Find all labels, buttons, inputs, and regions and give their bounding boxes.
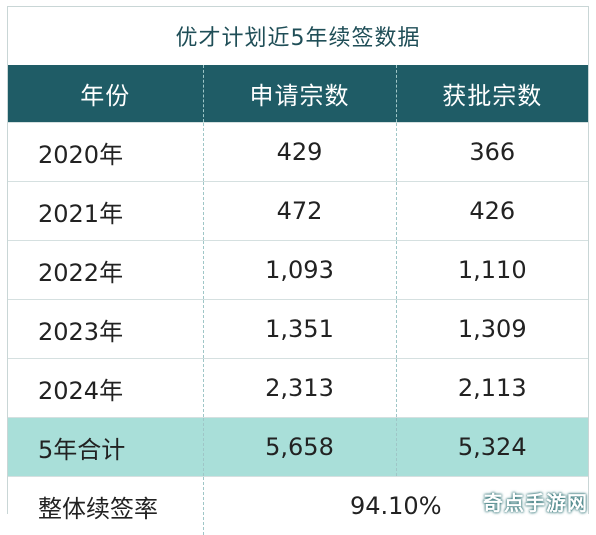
approved-cell: 2,113 <box>396 359 588 418</box>
approved-cell: 1,309 <box>396 300 588 359</box>
applied-cell: 1,351 <box>203 300 396 359</box>
site-watermark: 奇点手游网 <box>483 487 588 516</box>
approved-cell: 1,110 <box>396 241 588 300</box>
approved-cell: 366 <box>396 123 588 182</box>
applied-cell: 2,313 <box>203 359 396 418</box>
header-year: 年份 <box>8 65 203 123</box>
table-row: 2021年 472 426 <box>8 182 588 241</box>
year-cell: 2024年 <box>8 359 203 418</box>
header-applied: 申请宗数 <box>203 65 396 123</box>
applied-cell: 1,093 <box>203 241 396 300</box>
table-title: 优才计划近5年续签数据 <box>8 7 588 65</box>
table-row: 2020年 429 366 <box>8 123 588 182</box>
data-table-card: 优才计划近5年续签数据 年份 申请宗数 获批宗数 2020年 429 366 2… <box>7 6 589 514</box>
approved-cell: 426 <box>396 182 588 241</box>
rate-label: 整体续签率 <box>8 477 203 535</box>
total-row: 5年合计 5,658 5,324 <box>8 418 588 477</box>
applied-cell: 429 <box>203 123 396 182</box>
year-cell: 2023年 <box>8 300 203 359</box>
renewal-data-table: 年份 申请宗数 获批宗数 2020年 429 366 2021年 472 426… <box>8 65 588 535</box>
total-label: 5年合计 <box>8 418 203 477</box>
table-row: 2022年 1,093 1,110 <box>8 241 588 300</box>
applied-cell: 472 <box>203 182 396 241</box>
year-cell: 2021年 <box>8 182 203 241</box>
total-applied: 5,658 <box>203 418 396 477</box>
header-row: 年份 申请宗数 获批宗数 <box>8 65 588 123</box>
year-cell: 2020年 <box>8 123 203 182</box>
total-approved: 5,324 <box>396 418 588 477</box>
table-row: 2024年 2,313 2,113 <box>8 359 588 418</box>
year-cell: 2022年 <box>8 241 203 300</box>
header-approved: 获批宗数 <box>396 65 588 123</box>
table-row: 2023年 1,351 1,309 <box>8 300 588 359</box>
